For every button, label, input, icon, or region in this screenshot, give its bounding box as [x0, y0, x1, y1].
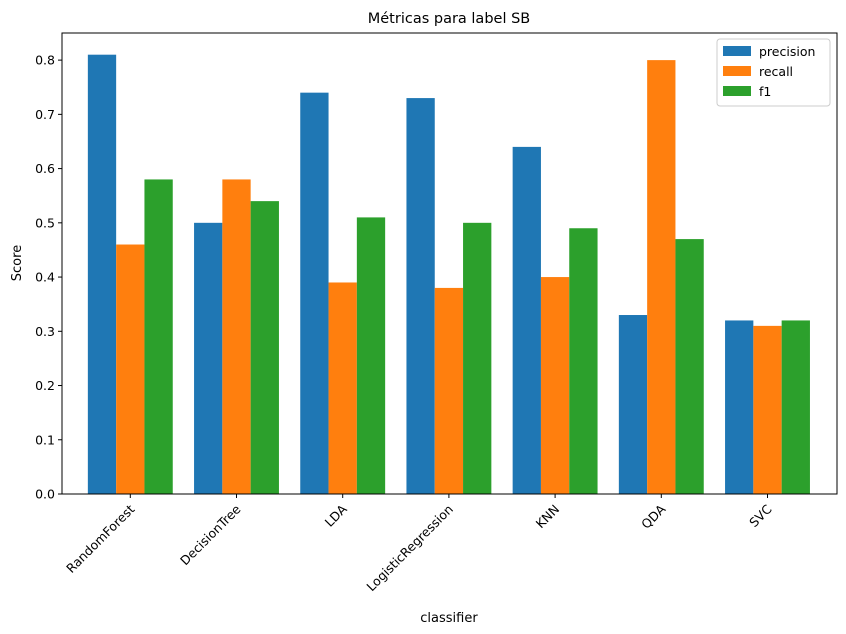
legend-swatch-precision — [723, 46, 751, 56]
bar-f1-SVC — [781, 320, 810, 494]
y-tick-label: 0.6 — [35, 161, 55, 176]
bars-group — [87, 54, 810, 495]
y-axis-label: Score — [10, 245, 25, 281]
legend-swatch-recall — [723, 66, 751, 76]
bar-precision-SVC — [725, 320, 754, 494]
y-tick-label: 0.7 — [35, 107, 55, 122]
bar-recall-LogisticRegression — [434, 287, 464, 494]
y-tick-label: 0.0 — [35, 487, 55, 502]
legend: precision recall f1 — [716, 38, 831, 107]
bar-recall-RandomForest — [116, 244, 145, 494]
bar-f1-LogisticRegression — [463, 222, 492, 494]
chart-title: Métricas para label SB — [368, 11, 531, 27]
x-axis: RandomForest DecisionTree LDA LogisticRegre… — [63, 494, 775, 594]
bar-precision-DecisionTree — [194, 222, 223, 494]
y-tick-label: 0.5 — [35, 215, 55, 230]
bar-f1-DecisionTree — [250, 201, 279, 494]
x-tick-label: LogisticRegression — [363, 502, 456, 595]
x-tick-label: RandomForest — [63, 501, 137, 575]
bar-precision-LogisticRegression — [406, 98, 435, 494]
bar-recall-LDA — [328, 282, 357, 494]
bar-precision-KNN — [512, 146, 541, 494]
y-tick-label: 0.8 — [35, 53, 55, 68]
x-tick-label: QDA — [638, 501, 669, 532]
bar-recall-DecisionTree — [222, 179, 251, 494]
x-tick-label: KNN — [533, 502, 563, 532]
y-axis: 0.0 0.1 0.2 0.3 0.4 0.5 0.6 0.7 0.8 — [35, 53, 62, 502]
y-tick-label: 0.4 — [35, 270, 55, 285]
legend-label-f1: f1 — [759, 84, 771, 99]
bar-recall-SVC — [753, 325, 782, 494]
bar-f1-QDA — [675, 239, 704, 494]
y-tick-label: 0.3 — [35, 324, 55, 339]
y-tick-label: 0.2 — [35, 378, 55, 393]
x-tick-label: SVC — [746, 501, 775, 530]
y-tick-label: 0.1 — [35, 432, 55, 447]
bar-f1-LDA — [356, 217, 386, 494]
x-axis-label: classifier — [420, 611, 478, 626]
x-tick-label: LDA — [322, 501, 351, 530]
legend-swatch-f1 — [723, 86, 751, 96]
x-tick-label: DecisionTree — [177, 501, 244, 568]
bar-recall-KNN — [540, 277, 570, 494]
bar-f1-RandomForest — [144, 179, 173, 494]
plot-frame — [61, 32, 838, 495]
bar-f1-KNN — [569, 228, 598, 494]
legend-label-precision: precision — [759, 44, 815, 59]
bar-precision-RandomForest — [87, 54, 117, 494]
legend-label-recall: recall — [759, 64, 793, 79]
bar-precision-QDA — [618, 315, 648, 494]
bar-recall-QDA — [647, 60, 676, 495]
bar-precision-LDA — [300, 92, 329, 494]
